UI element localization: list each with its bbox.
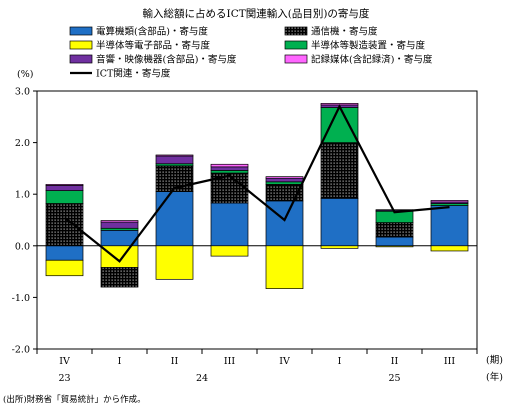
bar-segment — [210, 163, 249, 168]
legend-label: 半導体等電子部品・寄与度 — [96, 40, 211, 52]
legend-label: ICT関連・寄与度 — [96, 68, 171, 80]
y-tick-label: 1.0 — [15, 190, 30, 201]
x-tick-label: III — [224, 356, 236, 367]
chart-title: 輸入総額に占めるICT関連輸入(品目別)の寄与度 — [143, 7, 370, 20]
legend-swatch — [69, 26, 93, 36]
x-unit-label-quarter: (期) — [486, 355, 503, 366]
ict-line — [63, 104, 450, 263]
bar-segment — [430, 205, 469, 247]
x-tick-label: I — [118, 356, 122, 367]
bar-segment — [210, 170, 249, 174]
y-axis-label: (%) — [17, 69, 33, 80]
bar-segment — [45, 203, 84, 247]
x-tick-label: IV — [279, 356, 290, 367]
x-unit-label-year: (年) — [486, 371, 503, 383]
x-tick-label: II — [171, 356, 179, 367]
bar-segment — [210, 245, 249, 257]
bar-segment — [100, 267, 139, 288]
bar-segment — [265, 176, 304, 179]
legend-label: 電算機類(含部品)・寄与度 — [96, 26, 208, 38]
bar-segment — [265, 177, 304, 183]
legend-swatch — [284, 40, 308, 50]
y-tick-label: 3.0 — [15, 87, 30, 98]
bar-segment — [320, 107, 359, 143]
bar-segment — [265, 245, 304, 289]
bar-segment — [375, 222, 414, 238]
legend-swatch — [284, 54, 308, 64]
bar-segment — [45, 190, 84, 204]
legend-label: 音響・映像機器(含部品)・寄与度 — [96, 54, 237, 66]
bar-segment — [210, 202, 249, 247]
legend-label: 半導体等製造装置・寄与度 — [311, 40, 426, 52]
source-note: (出所)財務省「貿易統計」から作成。 — [3, 394, 146, 405]
legend-label: 通信機・寄与度 — [311, 26, 378, 38]
bar-segment — [155, 245, 194, 280]
bar-segment — [100, 220, 139, 223]
bar-segment — [320, 245, 359, 249]
bar-segment — [430, 245, 469, 252]
bar-segment — [320, 197, 359, 247]
x-tick-label: IV — [59, 356, 70, 367]
y-tick-label: -1.0 — [12, 293, 30, 304]
x-year-label: 23 — [58, 373, 70, 384]
legend-label: 記録媒体(含記録済)・寄与度 — [311, 54, 433, 66]
legend-swatch — [69, 54, 93, 64]
bar-segment — [430, 200, 469, 203]
x-tick-label: I — [338, 356, 342, 367]
bar-segment — [155, 155, 194, 165]
x-year-label: 24 — [196, 373, 208, 384]
x-tick-label: II — [391, 356, 399, 367]
bar-segment — [45, 185, 84, 191]
legend-swatch — [69, 40, 93, 50]
y-tick-label: 0.0 — [15, 241, 30, 252]
bar-segment — [45, 259, 84, 277]
y-tick-label: 2.0 — [15, 138, 30, 149]
bar-segment — [375, 236, 414, 247]
bar-segment — [100, 221, 139, 229]
bar-segment — [265, 200, 304, 247]
x-year-label: 25 — [388, 373, 400, 384]
legend-swatch — [284, 26, 308, 36]
bar-segment — [210, 166, 249, 171]
bar-segment — [45, 245, 84, 261]
bar-segment — [265, 181, 304, 185]
bar-segment — [320, 142, 359, 199]
bar-segment — [45, 184, 84, 186]
x-tick-label: III — [444, 356, 456, 367]
bar-segment — [155, 191, 194, 247]
bar-segment — [100, 245, 139, 268]
y-tick-label: -2.0 — [12, 345, 30, 356]
bar-segment — [155, 154, 194, 157]
bar-segment — [375, 245, 414, 248]
